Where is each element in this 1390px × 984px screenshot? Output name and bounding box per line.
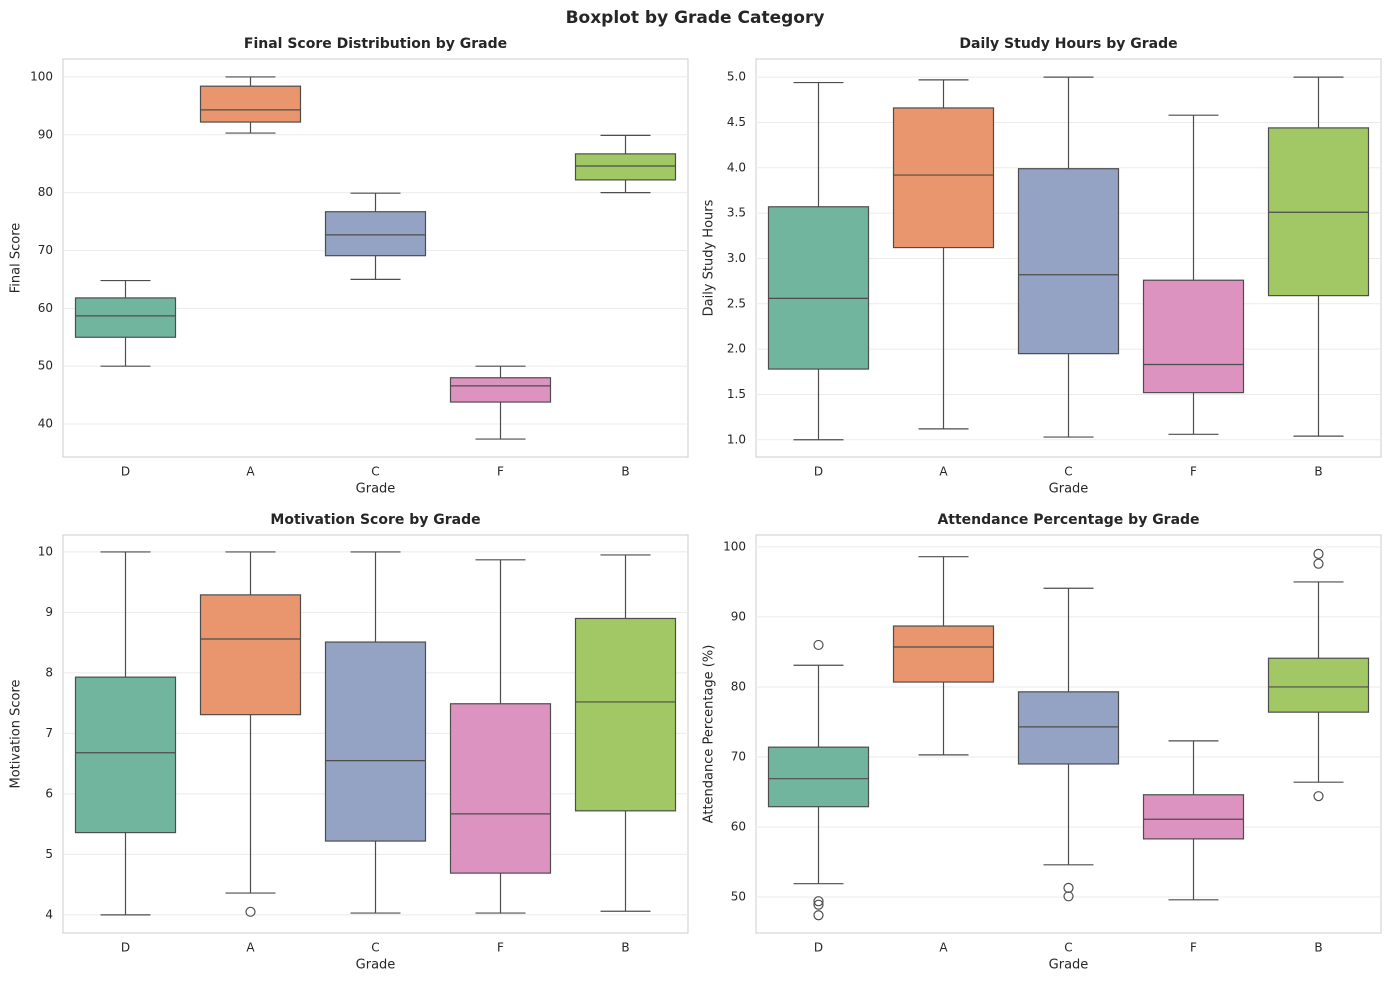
y-tick-label: 1.0 xyxy=(727,432,746,446)
y-tick-label: 100 xyxy=(723,539,746,553)
box xyxy=(767,206,870,370)
y-tick-label: 4 xyxy=(45,907,53,921)
x-axis-label: Grade xyxy=(356,958,396,973)
y-tick-label: 100 xyxy=(30,69,53,83)
x-tick-label: C xyxy=(371,941,379,955)
y-tick-label: 7 xyxy=(45,726,53,740)
outlier xyxy=(813,899,824,910)
y-tick-label: 5 xyxy=(45,847,53,861)
x-tick-label: A xyxy=(246,465,255,479)
y-axis-label: Final Score xyxy=(9,223,24,294)
x-tick-label: A xyxy=(246,941,255,955)
x-tick-label: C xyxy=(1064,465,1072,479)
x-tick-label: A xyxy=(939,465,948,479)
x-tick-label: B xyxy=(621,465,629,479)
x-tick-label: F xyxy=(1190,941,1197,955)
y-tick-label: 60 xyxy=(731,819,746,833)
x-tick-label: F xyxy=(497,465,504,479)
box xyxy=(199,594,302,716)
y-tick-label: 80 xyxy=(38,185,53,199)
outlier xyxy=(1063,891,1074,902)
y-tick-label: 10 xyxy=(38,544,53,558)
y-tick-label: 50 xyxy=(731,890,746,904)
y-tick-label: 9 xyxy=(45,605,53,619)
outlier xyxy=(813,896,824,907)
y-tick-label: 70 xyxy=(38,243,53,257)
x-tick-label: D xyxy=(121,941,130,955)
y-tick-label: 60 xyxy=(38,301,53,315)
x-axis-label: Grade xyxy=(1049,482,1089,497)
subplot-title: Daily Study Hours by Grade xyxy=(959,36,1177,52)
outlier xyxy=(813,910,824,921)
y-tick-label: 50 xyxy=(38,359,53,373)
figure-title: Boxplot by Grade Category xyxy=(566,8,825,28)
x-tick-label: F xyxy=(1190,465,1197,479)
x-tick-label: B xyxy=(621,941,629,955)
x-tick-label: D xyxy=(814,465,823,479)
box xyxy=(574,617,677,812)
y-axis-label: Daily Study Hours xyxy=(702,199,717,316)
x-tick-label: B xyxy=(1314,941,1322,955)
x-tick-label: F xyxy=(497,941,504,955)
outlier xyxy=(813,639,824,651)
box xyxy=(767,746,870,808)
box xyxy=(199,85,302,123)
y-tick-label: 5.0 xyxy=(727,70,746,84)
box xyxy=(449,703,552,874)
y-tick-label: 8 xyxy=(45,665,53,679)
y-tick-label: 70 xyxy=(731,749,746,763)
box xyxy=(324,641,427,842)
y-tick-label: 3.0 xyxy=(727,251,746,265)
subplot-title: Final Score Distribution by Grade xyxy=(244,36,507,52)
y-tick-label: 90 xyxy=(731,609,746,623)
box xyxy=(74,297,177,338)
box xyxy=(1017,691,1120,765)
y-tick-label: 6 xyxy=(45,786,53,800)
box xyxy=(1267,657,1370,713)
outlier xyxy=(1313,791,1324,802)
y-tick-label: 3.5 xyxy=(727,206,746,220)
box xyxy=(74,676,177,834)
y-axis-label: Motivation Score xyxy=(9,680,24,789)
box xyxy=(1142,279,1245,394)
y-tick-label: 40 xyxy=(38,417,53,431)
x-tick-label: D xyxy=(814,941,823,955)
box xyxy=(324,211,427,257)
y-tick-label: 1.5 xyxy=(727,387,746,401)
outlier xyxy=(1313,548,1324,560)
box xyxy=(892,625,995,683)
y-tick-label: 90 xyxy=(38,127,53,141)
x-tick-label: A xyxy=(939,941,948,955)
y-tick-label: 4.5 xyxy=(727,115,746,129)
x-axis-label: Grade xyxy=(356,482,396,497)
y-tick-label: 2.0 xyxy=(727,342,746,356)
box xyxy=(1142,794,1245,840)
y-tick-label: 2.5 xyxy=(727,296,746,310)
x-tick-label: D xyxy=(121,465,130,479)
outlier xyxy=(1313,558,1324,569)
x-axis-label: Grade xyxy=(1049,958,1089,973)
box xyxy=(1017,168,1120,355)
y-tick-label: 80 xyxy=(731,679,746,693)
x-tick-label: C xyxy=(371,465,379,479)
y-axis-label: Attendance Percentage (%) xyxy=(702,645,717,824)
x-tick-label: C xyxy=(1064,941,1072,955)
x-tick-label: B xyxy=(1314,465,1322,479)
subplot-title: Attendance Percentage by Grade xyxy=(937,512,1199,528)
outlier xyxy=(245,906,256,917)
box xyxy=(892,107,995,249)
subplot-title: Motivation Score by Grade xyxy=(270,512,480,528)
y-tick-label: 4.0 xyxy=(727,160,746,174)
box xyxy=(574,153,677,181)
box xyxy=(449,377,552,403)
